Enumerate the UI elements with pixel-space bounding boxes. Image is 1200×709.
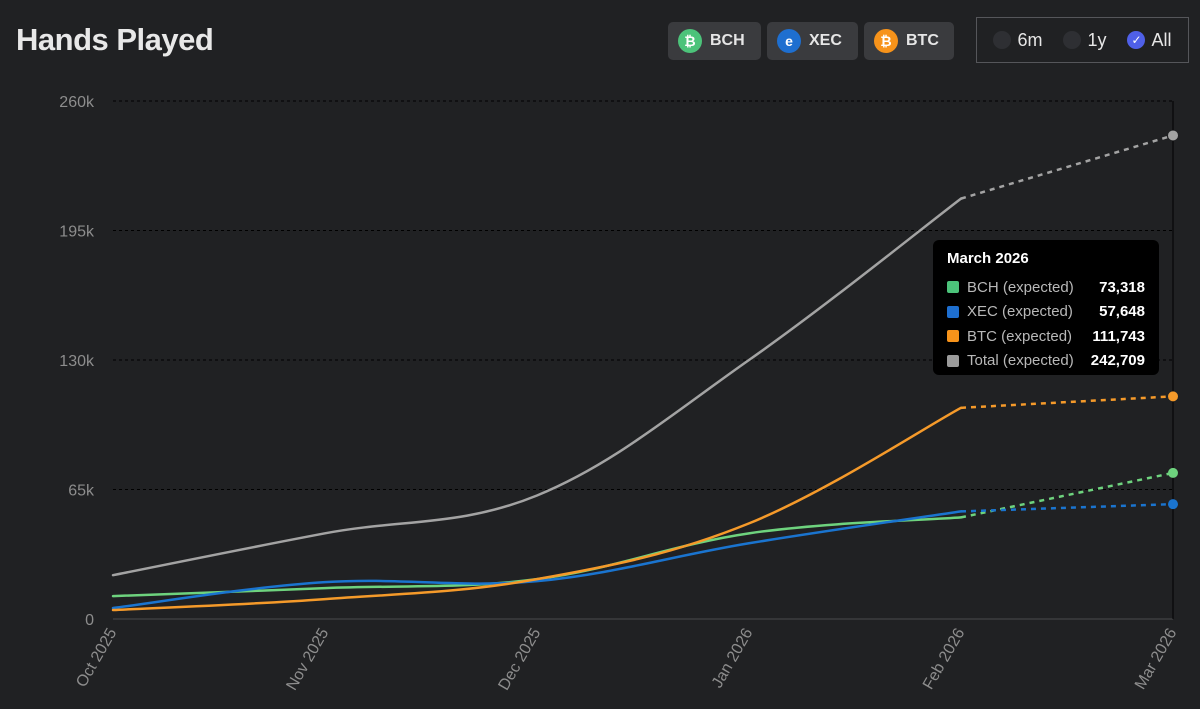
total-end-point xyxy=(1168,130,1178,140)
bch-swatch xyxy=(947,281,959,293)
tooltip-value: 242,709 xyxy=(1091,352,1145,369)
xec-projected-line xyxy=(961,504,1173,511)
total-projected-line xyxy=(961,135,1173,198)
y-tick-label: 0 xyxy=(85,612,94,629)
tooltip-row-btc: BTC (expected) 111,743 xyxy=(947,324,1145,349)
x-tick-label: Mar 2026 xyxy=(1132,625,1181,692)
tooltip-label: BTC (expected) xyxy=(967,328,1092,345)
tooltip-value: 111,743 xyxy=(1092,328,1145,345)
chart-tooltip: March 2026 BCH (expected) 73,318 XEC (ex… xyxy=(933,240,1159,375)
x-tick-label: Dec 2025 xyxy=(495,625,544,693)
y-tick-label: 195k xyxy=(59,224,95,241)
btc-projected-line xyxy=(961,396,1173,407)
bch-end-point xyxy=(1168,468,1178,478)
x-tick-label: Feb 2026 xyxy=(920,625,969,692)
tooltip-value: 73,318 xyxy=(1099,279,1145,296)
y-tick-label: 65k xyxy=(68,483,95,500)
xec-end-point xyxy=(1168,499,1178,509)
x-tick-label: Jan 2026 xyxy=(709,625,757,691)
btc-series-line xyxy=(113,408,961,610)
tooltip-row-xec: XEC (expected) 57,648 xyxy=(947,300,1145,325)
y-tick-label: 260k xyxy=(59,94,95,111)
y-tick-label: 130k xyxy=(59,353,95,370)
tooltip-label: XEC (expected) xyxy=(967,303,1099,320)
total-series-line xyxy=(113,199,961,576)
tooltip-title: March 2026 xyxy=(947,250,1145,267)
tooltip-value: 57,648 xyxy=(1099,303,1145,320)
tooltip-label: Total (expected) xyxy=(967,352,1091,369)
btc-end-point xyxy=(1168,391,1178,401)
tooltip-row-bch: BCH (expected) 73,318 xyxy=(947,275,1145,300)
x-tick-label: Nov 2025 xyxy=(283,625,332,693)
btc-swatch xyxy=(947,330,959,342)
xec-swatch xyxy=(947,306,959,318)
total-swatch xyxy=(947,355,959,367)
x-tick-label: Oct 2025 xyxy=(73,625,120,690)
tooltip-row-total: Total (expected) 242,709 xyxy=(947,349,1145,374)
tooltip-label: BCH (expected) xyxy=(967,279,1099,296)
